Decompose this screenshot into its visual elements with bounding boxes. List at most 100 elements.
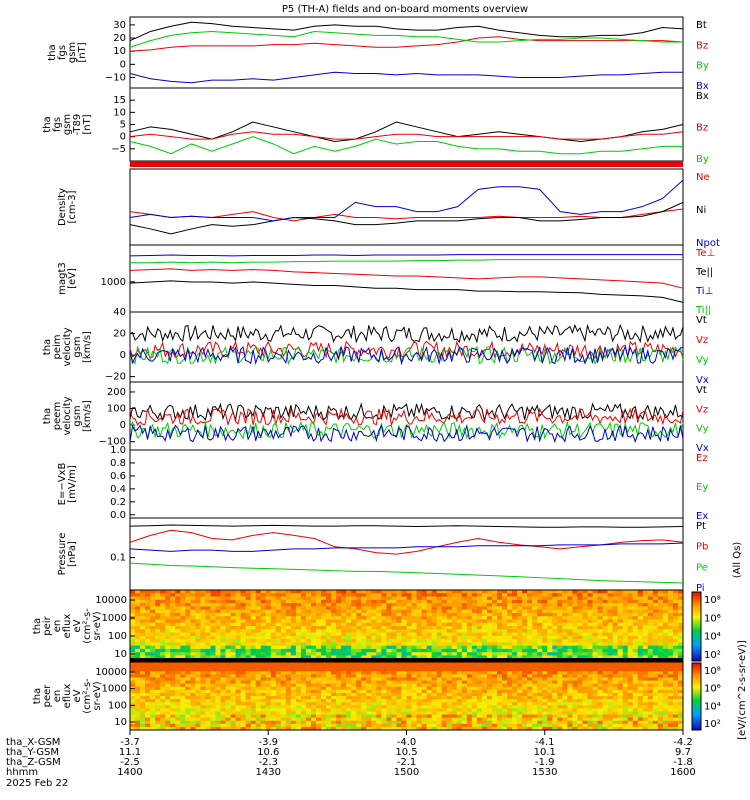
heatmap-cell [165,692,171,697]
heatmap-cell [486,655,493,660]
heatmap-cell [532,645,538,650]
heatmap-cell [366,677,372,682]
heatmap-cell [316,711,322,716]
heatmap-cell [366,619,372,624]
heatmap-cell [190,652,196,656]
heatmap-cell [416,683,423,688]
heatmap-cell [627,683,634,688]
heatmap-cell [230,696,237,700]
heatmap-cell [532,635,538,640]
heatmap-cell [260,702,267,706]
heatmap-cell [245,671,252,675]
heatmap-cell [185,711,191,716]
heatmap-cell [341,648,347,653]
heatmap-cell [466,616,473,620]
heatmap-cell [145,671,151,675]
heatmap-cell [411,596,418,601]
heatmap-cell [627,612,634,617]
heatmap-cell [612,696,619,700]
heatmap-cell [662,635,669,640]
heatmap-cell [165,714,171,719]
heatmap-cell [572,655,578,660]
heatmap-cell [336,645,342,650]
heatmap-cell [260,692,267,697]
heatmap-cell [416,677,423,682]
heatmap-cell [361,711,367,716]
heatmap-cell [517,622,523,627]
heatmap-cell [305,635,312,640]
heatmap-cell [326,590,332,594]
heatmap-cell [507,696,513,700]
heatmap-cell [567,632,573,637]
heatmap-cell [321,609,327,614]
heatmap-cell [245,726,252,731]
heatmap-cell [537,652,543,656]
heatmap-cell [155,642,161,647]
heatmap-cell [250,635,257,640]
heatmap-cell [341,683,347,688]
heatmap-cell [225,612,232,617]
series-line-by [129,136,683,155]
heatmap-cell [190,686,196,691]
heatmap-cell [532,689,538,694]
heatmap-cell [145,686,151,691]
heatmap-cell [245,612,252,617]
heatmap-cell [235,606,242,611]
heatmap-cell [230,662,237,666]
heatmap-cell [305,674,312,678]
heatmap-cell [486,645,493,650]
heatmap-cell [255,603,262,607]
heatmap-cell [617,612,624,617]
heatmap-cell [592,705,599,709]
heatmap-cell [265,689,272,694]
panel-9: tha peir en eflux eV (cm²-s-sr-eV)10000100010… [32,589,684,663]
heatmap-cell [491,642,498,647]
heatmap-cell [225,629,232,634]
heatmap-cell [637,689,644,694]
ylabel-line: tha [32,618,43,634]
heatmap-cell [642,619,649,624]
heatmap-cell [441,702,448,706]
heatmap-cell [205,717,211,722]
heatmap-cell [466,680,473,685]
heatmap-cell [376,590,382,594]
heatmap-cell [597,593,604,598]
heatmap-cell [441,711,448,716]
heatmap-cell [245,668,252,672]
heatmap-cell [145,596,151,601]
heatmap-cell [310,680,317,685]
heatmap-cell [446,680,453,685]
heatmap-cell [230,645,237,650]
heatmap-cell [356,696,362,700]
heatmap-cell [180,671,186,675]
heatmap-cell [180,606,186,611]
heatmap-cell [441,612,448,617]
heatmap-cell [481,606,488,611]
heatmap-cell [130,705,136,709]
heatmap-cell [532,702,538,706]
heatmap-cell [386,699,392,703]
heatmap-cell [185,689,191,694]
heatmap-cell [632,655,639,660]
heatmap-cell [195,677,201,682]
heatmap-cell [637,645,644,650]
heatmap-cell [341,655,347,660]
heatmap-cell [245,590,252,594]
heatmap-cell [150,652,156,656]
heatmap-cell [547,662,553,666]
heatmap-cell [381,616,387,620]
heatmap-cell [617,599,624,604]
heatmap-cell [396,680,402,685]
heatmap-cell [632,686,639,691]
heatmap-cell [321,668,327,672]
heatmap-cell [245,639,252,643]
heatmap-cell [401,593,407,598]
heatmap-cell [175,689,181,694]
heatmap-cell [667,629,674,634]
heatmap-cell [662,622,669,627]
heatmap-cell [572,616,578,620]
heatmap-cell [180,612,186,617]
heatmap-cell [175,720,181,725]
heatmap-cell [672,655,679,660]
heatmap-cell [175,665,181,669]
